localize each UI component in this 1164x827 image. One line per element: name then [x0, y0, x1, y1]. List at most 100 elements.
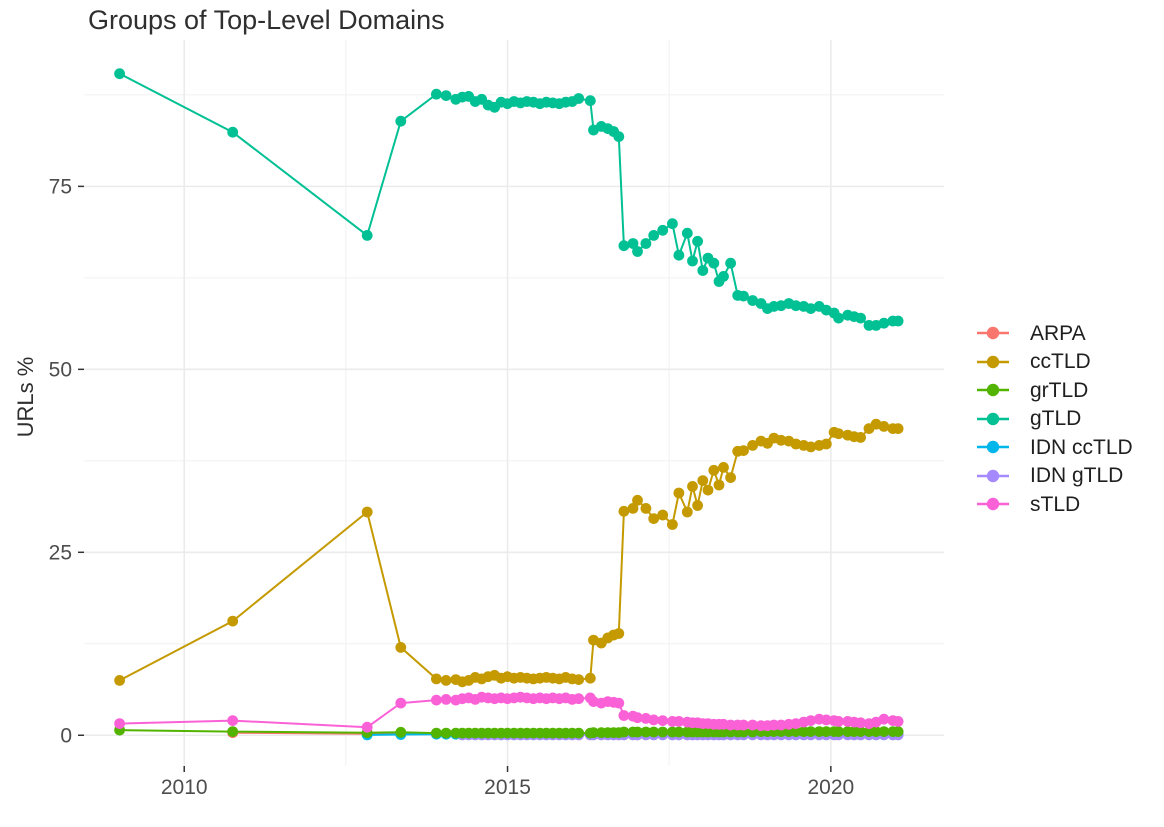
legend-key-icon [977, 441, 1009, 454]
series-point-gTLD [687, 255, 698, 267]
series-point-sTLD [855, 717, 866, 729]
series-point-gTLD [790, 300, 802, 312]
chart-title: Groups of Top-Level Domains [88, 5, 445, 35]
series-point-ccTLD [227, 615, 239, 627]
series-point-sTLD [673, 716, 685, 727]
series-point-ccTLD [708, 464, 720, 476]
series-point-sTLD [747, 719, 758, 731]
series-point-gTLD [878, 317, 890, 329]
series-point-ccTLD [114, 675, 125, 686]
series-point-ccTLD [738, 445, 749, 456]
y-axis-tick-label: 50 [49, 358, 72, 381]
series-point-gTLD [648, 230, 660, 241]
series-point-ccTLD [673, 487, 685, 499]
series-point-grTLD [431, 727, 442, 739]
series-point-gTLD [613, 131, 625, 143]
series-point-ccTLD [632, 494, 643, 506]
series-point-grTLD [618, 726, 630, 738]
series-point-sTLD [361, 721, 373, 733]
series-point-sTLD [227, 715, 239, 726]
series-point-sTLD [573, 693, 585, 705]
legend-label: gTLD [1030, 407, 1082, 431]
series-point-ccTLD [855, 432, 866, 443]
series-point-ccTLD [687, 481, 698, 492]
series-point-gTLD [708, 257, 720, 269]
legend-item-ARPA: ARPA [976, 319, 1133, 348]
series-point-ccTLD [718, 462, 729, 473]
series-point-sTLD [618, 710, 630, 721]
series-point-sTLD [738, 719, 749, 731]
series-point-sTLD [833, 716, 844, 727]
series-point-ccTLD [395, 642, 407, 653]
series-point-gTLD [892, 315, 904, 327]
series-point-grTLD [648, 726, 660, 738]
legend-key-icon [977, 498, 1009, 511]
series-point-ccTLD [573, 674, 585, 685]
series-point-gTLD [395, 115, 407, 127]
legend: ARPA ccTLD grTLD gTLD IDN ccTLD IDN gTLD sTLD [976, 319, 1133, 519]
series-point-sTLD [114, 718, 125, 729]
series-point-gTLD [667, 218, 678, 230]
series-point-gTLD [618, 240, 630, 252]
series-point-ccTLD [697, 475, 709, 486]
legend-label: sTLD [1030, 492, 1081, 516]
legend-key-icon [977, 384, 1009, 397]
series-point-gTLD [627, 238, 639, 249]
legend-item-IDN-ccTLD: IDN ccTLD [976, 433, 1133, 462]
series-point-grTLD [892, 726, 904, 737]
series-point-gTLD [227, 126, 239, 138]
series-point-grTLD [833, 726, 844, 737]
series-point-ccTLD [657, 509, 669, 521]
series-point-ccTLD [833, 428, 844, 440]
legend-item-gTLD: gTLD [976, 405, 1133, 434]
series-point-gTLD [673, 249, 685, 261]
series-point-gTLD [833, 312, 844, 324]
legend-key-icon [977, 469, 1009, 482]
series-point-sTLD [431, 694, 442, 706]
series-point-sTLD [440, 694, 452, 705]
series-point-gTLD [431, 88, 442, 100]
legend-label: grTLD [1030, 378, 1089, 402]
series-point-ccTLD [618, 505, 630, 517]
x-axis-tick-label: 2020 [807, 776, 854, 799]
series-point-gTLD [440, 90, 452, 101]
series-point-sTLD [632, 712, 643, 724]
legend-label: IDN gTLD [1030, 464, 1124, 488]
y-axis-tick-label: 75 [49, 175, 72, 198]
series-point-sTLD [613, 697, 625, 709]
series-point-grTLD [820, 726, 832, 737]
series-point-grTLD [227, 726, 239, 737]
legend-item-grTLD: grTLD [976, 376, 1133, 405]
series-point-sTLD [878, 713, 890, 725]
series-point-ccTLD [892, 423, 904, 434]
series-point-ccTLD [440, 675, 452, 686]
series-point-gTLD [718, 271, 729, 282]
legend-item-IDN-gTLD: IDN gTLD [976, 462, 1133, 491]
series-point-ccTLD [878, 421, 890, 432]
series-point-ccTLD [640, 503, 652, 514]
series-point-grTLD [790, 726, 802, 737]
legend-label: ARPA [1030, 321, 1086, 345]
series-point-ccTLD [820, 438, 832, 450]
series-point-grTLD [588, 727, 599, 739]
legend-key-icon [977, 355, 1009, 368]
series-point-ccTLD [747, 440, 758, 451]
series-point-ccTLD [431, 673, 442, 685]
series-point-grTLD [640, 726, 652, 738]
series-point-grTLD [870, 726, 882, 737]
series-point-grTLD [878, 726, 890, 737]
legend-item-ccTLD: ccTLD [976, 348, 1133, 377]
x-axis-tick-label: 2015 [484, 776, 531, 799]
series-point-grTLD [632, 726, 643, 738]
series-point-ccTLD [584, 672, 596, 684]
series-point-grTLD [805, 726, 817, 737]
series-point-ccTLD [648, 513, 660, 524]
series-point-grTLD [657, 726, 669, 738]
series-point-grTLD [573, 727, 585, 739]
series-point-gTLD [747, 295, 758, 306]
series-point-sTLD [892, 716, 904, 727]
series-point-ccTLD [613, 628, 625, 639]
series-point-grTLD [395, 726, 407, 738]
series-point-ccTLD [627, 503, 639, 514]
